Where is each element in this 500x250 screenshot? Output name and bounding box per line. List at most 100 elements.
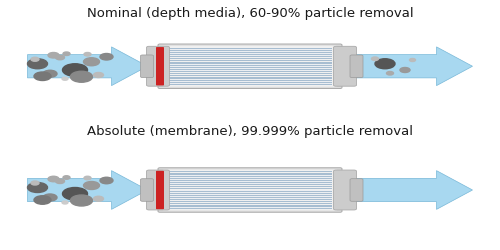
FancyBboxPatch shape [156, 171, 164, 209]
Bar [168, 176, 332, 177]
Bar [168, 198, 332, 199]
Circle shape [62, 188, 88, 200]
Circle shape [100, 177, 113, 184]
Circle shape [375, 59, 395, 69]
Bar [168, 64, 332, 66]
Polygon shape [28, 47, 148, 86]
Bar [168, 77, 332, 78]
Text: Nominal (depth media), 60-90% particle removal: Nominal (depth media), 60-90% particle r… [86, 8, 413, 20]
Polygon shape [28, 170, 148, 209]
FancyBboxPatch shape [158, 44, 342, 88]
Bar [168, 199, 332, 200]
Bar [168, 207, 332, 208]
Bar [168, 177, 332, 178]
Circle shape [43, 70, 57, 77]
Bar [168, 75, 332, 76]
Circle shape [62, 77, 68, 80]
Bar [168, 68, 332, 69]
Bar [168, 80, 332, 81]
Bar [168, 67, 332, 68]
FancyBboxPatch shape [158, 168, 342, 212]
Circle shape [84, 176, 91, 180]
FancyBboxPatch shape [140, 179, 153, 201]
Circle shape [34, 72, 51, 80]
Circle shape [28, 59, 48, 69]
Bar [168, 48, 332, 49]
Bar [168, 79, 332, 80]
Circle shape [372, 57, 378, 60]
Bar [168, 54, 332, 55]
Bar [168, 180, 332, 181]
Bar [168, 193, 332, 194]
Polygon shape [352, 170, 472, 209]
FancyBboxPatch shape [334, 46, 356, 86]
Bar [168, 72, 332, 73]
Bar [168, 73, 332, 74]
Bar [168, 205, 332, 206]
Bar [168, 71, 332, 72]
Circle shape [48, 52, 59, 58]
Text: Absolute (membrane), 99.999% particle removal: Absolute (membrane), 99.999% particle re… [87, 125, 413, 138]
Bar [168, 195, 332, 196]
Circle shape [63, 176, 70, 179]
Circle shape [84, 58, 100, 66]
Bar [168, 197, 332, 198]
Circle shape [56, 55, 64, 60]
Circle shape [31, 181, 39, 185]
Bar [168, 58, 332, 59]
Bar [168, 196, 332, 197]
Circle shape [62, 201, 68, 204]
Bar [168, 182, 332, 183]
Bar [168, 178, 332, 179]
Circle shape [84, 52, 91, 56]
Bar [168, 188, 332, 190]
Circle shape [400, 68, 410, 72]
Bar [168, 200, 332, 201]
Bar [168, 83, 332, 84]
Circle shape [31, 57, 39, 61]
Bar [168, 208, 332, 209]
Circle shape [43, 194, 57, 201]
FancyBboxPatch shape [334, 170, 356, 210]
Bar [168, 51, 332, 52]
Bar [168, 60, 332, 62]
Circle shape [94, 72, 104, 78]
Bar [168, 175, 332, 176]
FancyBboxPatch shape [146, 46, 170, 86]
Bar [168, 49, 332, 50]
Circle shape [410, 58, 416, 61]
Circle shape [28, 182, 48, 192]
Bar [168, 81, 332, 82]
Circle shape [100, 54, 113, 60]
Bar [168, 190, 332, 192]
Circle shape [70, 71, 92, 82]
Bar [168, 184, 332, 185]
Bar [168, 171, 332, 172]
Bar [168, 192, 332, 193]
Bar [168, 70, 332, 71]
Bar [168, 53, 332, 54]
Circle shape [48, 176, 59, 182]
Bar [168, 82, 332, 83]
Bar [168, 84, 332, 85]
FancyBboxPatch shape [350, 179, 363, 201]
Polygon shape [352, 47, 472, 86]
Circle shape [63, 52, 70, 56]
FancyBboxPatch shape [163, 46, 337, 87]
Circle shape [62, 64, 88, 76]
Circle shape [84, 182, 100, 190]
Bar [168, 179, 332, 180]
FancyBboxPatch shape [140, 55, 153, 78]
Bar [168, 69, 332, 70]
Circle shape [94, 196, 104, 201]
Bar [168, 203, 332, 204]
Circle shape [56, 179, 64, 184]
FancyBboxPatch shape [146, 170, 170, 210]
Bar [168, 66, 332, 67]
FancyBboxPatch shape [163, 170, 337, 210]
Circle shape [34, 196, 51, 204]
Circle shape [70, 195, 92, 206]
Bar [168, 62, 332, 64]
Bar [168, 186, 332, 187]
Bar [168, 52, 332, 53]
